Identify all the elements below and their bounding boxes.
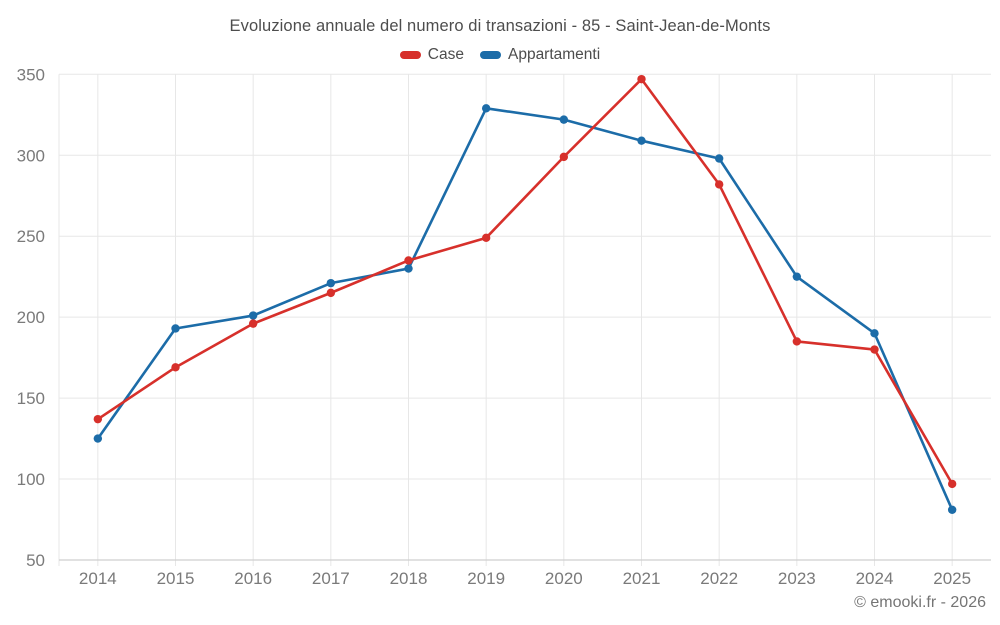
data-point-appartamenti xyxy=(171,324,180,333)
x-tick-label: 2022 xyxy=(700,569,738,588)
x-tick-label: 2021 xyxy=(623,569,661,588)
data-point-case xyxy=(792,337,802,346)
legend-label-appartamenti: Appartamenti xyxy=(507,46,601,63)
data-point-appartamenti xyxy=(404,264,413,273)
x-tick-label: 2024 xyxy=(856,569,894,588)
x-tick-label: 2018 xyxy=(390,569,428,588)
data-point-case xyxy=(481,233,491,243)
data-point-case xyxy=(404,256,413,265)
legend-label-case: Case xyxy=(427,46,464,63)
y-tick-label: 150 xyxy=(17,389,45,408)
copyright-text: © emooki.fr - 2026 xyxy=(854,594,986,611)
y-tick-label: 200 xyxy=(17,308,45,327)
data-point-case xyxy=(326,288,336,298)
legend-item-appartamenti[interactable]: Appartamenti xyxy=(479,46,601,64)
y-tick-label: 350 xyxy=(17,65,45,84)
data-point-case xyxy=(248,319,258,328)
data-point-appartamenti xyxy=(326,278,336,288)
data-point-case xyxy=(714,180,724,189)
data-point-appartamenti xyxy=(481,104,491,113)
x-tick-label: 2014 xyxy=(79,569,117,588)
x-tick-label: 2025 xyxy=(933,569,971,588)
y-tick-label: 100 xyxy=(17,470,45,489)
data-point-case xyxy=(171,363,180,372)
x-tick-label: 2017 xyxy=(312,569,350,588)
data-point-case xyxy=(637,74,646,84)
legend-swatch-case-icon xyxy=(399,51,421,59)
legend-item-case[interactable]: Case xyxy=(399,46,464,64)
x-tick-label: 2023 xyxy=(778,569,816,588)
series-line-appartamenti xyxy=(96,106,954,512)
x-tick-label: 2016 xyxy=(234,569,272,588)
data-point-case xyxy=(947,479,957,489)
data-point-case xyxy=(559,152,569,162)
data-point-appartamenti xyxy=(559,115,569,124)
y-tick-label: 250 xyxy=(17,227,45,246)
y-tick-label: 50 xyxy=(26,551,45,570)
data-point-appartamenti xyxy=(714,154,724,163)
data-point-appartamenti xyxy=(637,136,646,145)
y-tick-label: 300 xyxy=(17,146,45,165)
data-point-case xyxy=(870,345,879,354)
legend-swatch-appartamenti-icon xyxy=(479,51,501,59)
series-line-case xyxy=(96,77,954,486)
chart-legend: Case Appartamenti xyxy=(0,46,1000,64)
x-tick-label: 2019 xyxy=(467,569,505,588)
data-point-appartamenti xyxy=(93,434,103,443)
chart-title: Evoluzione annuale del numero di transaz… xyxy=(229,17,771,35)
x-tick-label: 2020 xyxy=(545,569,583,588)
x-tick-label: 2015 xyxy=(157,569,195,588)
data-point-appartamenti xyxy=(947,505,957,515)
data-point-case xyxy=(93,414,103,424)
data-point-appartamenti xyxy=(792,272,802,281)
data-point-appartamenti xyxy=(870,329,879,338)
data-point-appartamenti xyxy=(248,311,258,320)
